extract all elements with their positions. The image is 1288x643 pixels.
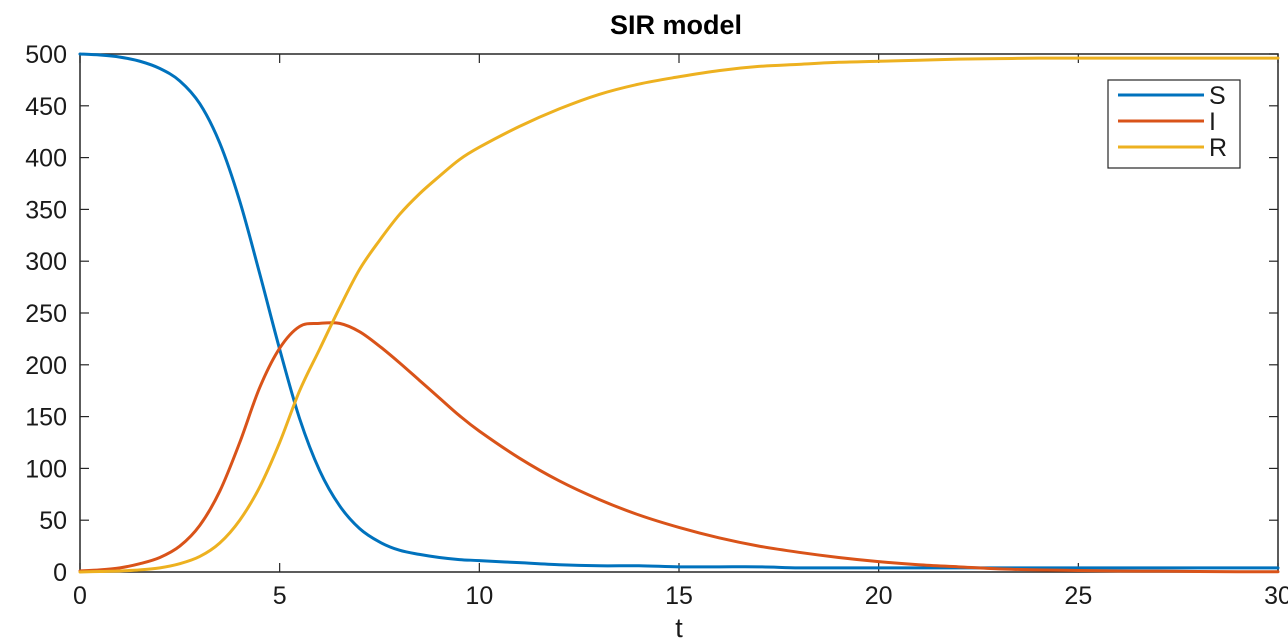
y-tick-label: 50 <box>39 507 67 535</box>
chart-title: SIR model <box>610 10 742 40</box>
y-tick-label: 500 <box>25 41 67 69</box>
x-tick-label: 20 <box>865 582 893 610</box>
plot-area <box>79 53 1279 573</box>
series-lines <box>78 52 1280 574</box>
x-tick-label: 5 <box>273 582 287 610</box>
x-tick-label: 15 <box>665 582 693 610</box>
series-line-r <box>78 56 1280 574</box>
y-tick-label: 250 <box>25 300 67 328</box>
y-tick-label: 350 <box>25 196 67 224</box>
y-tick-label: 200 <box>25 352 67 380</box>
x-tick-label: 30 <box>1264 582 1288 610</box>
legend-label-i: I <box>1209 108 1216 136</box>
y-tick-label: 0 <box>53 559 67 587</box>
series-line-i <box>78 321 1280 574</box>
x-tick-label: 0 <box>73 582 87 610</box>
y-tick-label: 100 <box>25 455 67 483</box>
axis-ticks: 0 5 10 15 20 25 300501001502002503003504004505… <box>25 41 1288 610</box>
legend: SIR <box>1107 79 1241 169</box>
y-tick-label: 400 <box>25 145 67 173</box>
y-tick-label: 150 <box>25 404 67 432</box>
x-tick-label: 10 <box>465 582 493 610</box>
y-tick-label: 450 <box>25 93 67 121</box>
x-tick-label: 25 <box>1064 582 1092 610</box>
legend-label-r: R <box>1209 134 1227 162</box>
legend-label-s: S <box>1209 82 1226 110</box>
x-axis-label: t <box>675 613 683 643</box>
y-tick-label: 300 <box>25 248 67 276</box>
